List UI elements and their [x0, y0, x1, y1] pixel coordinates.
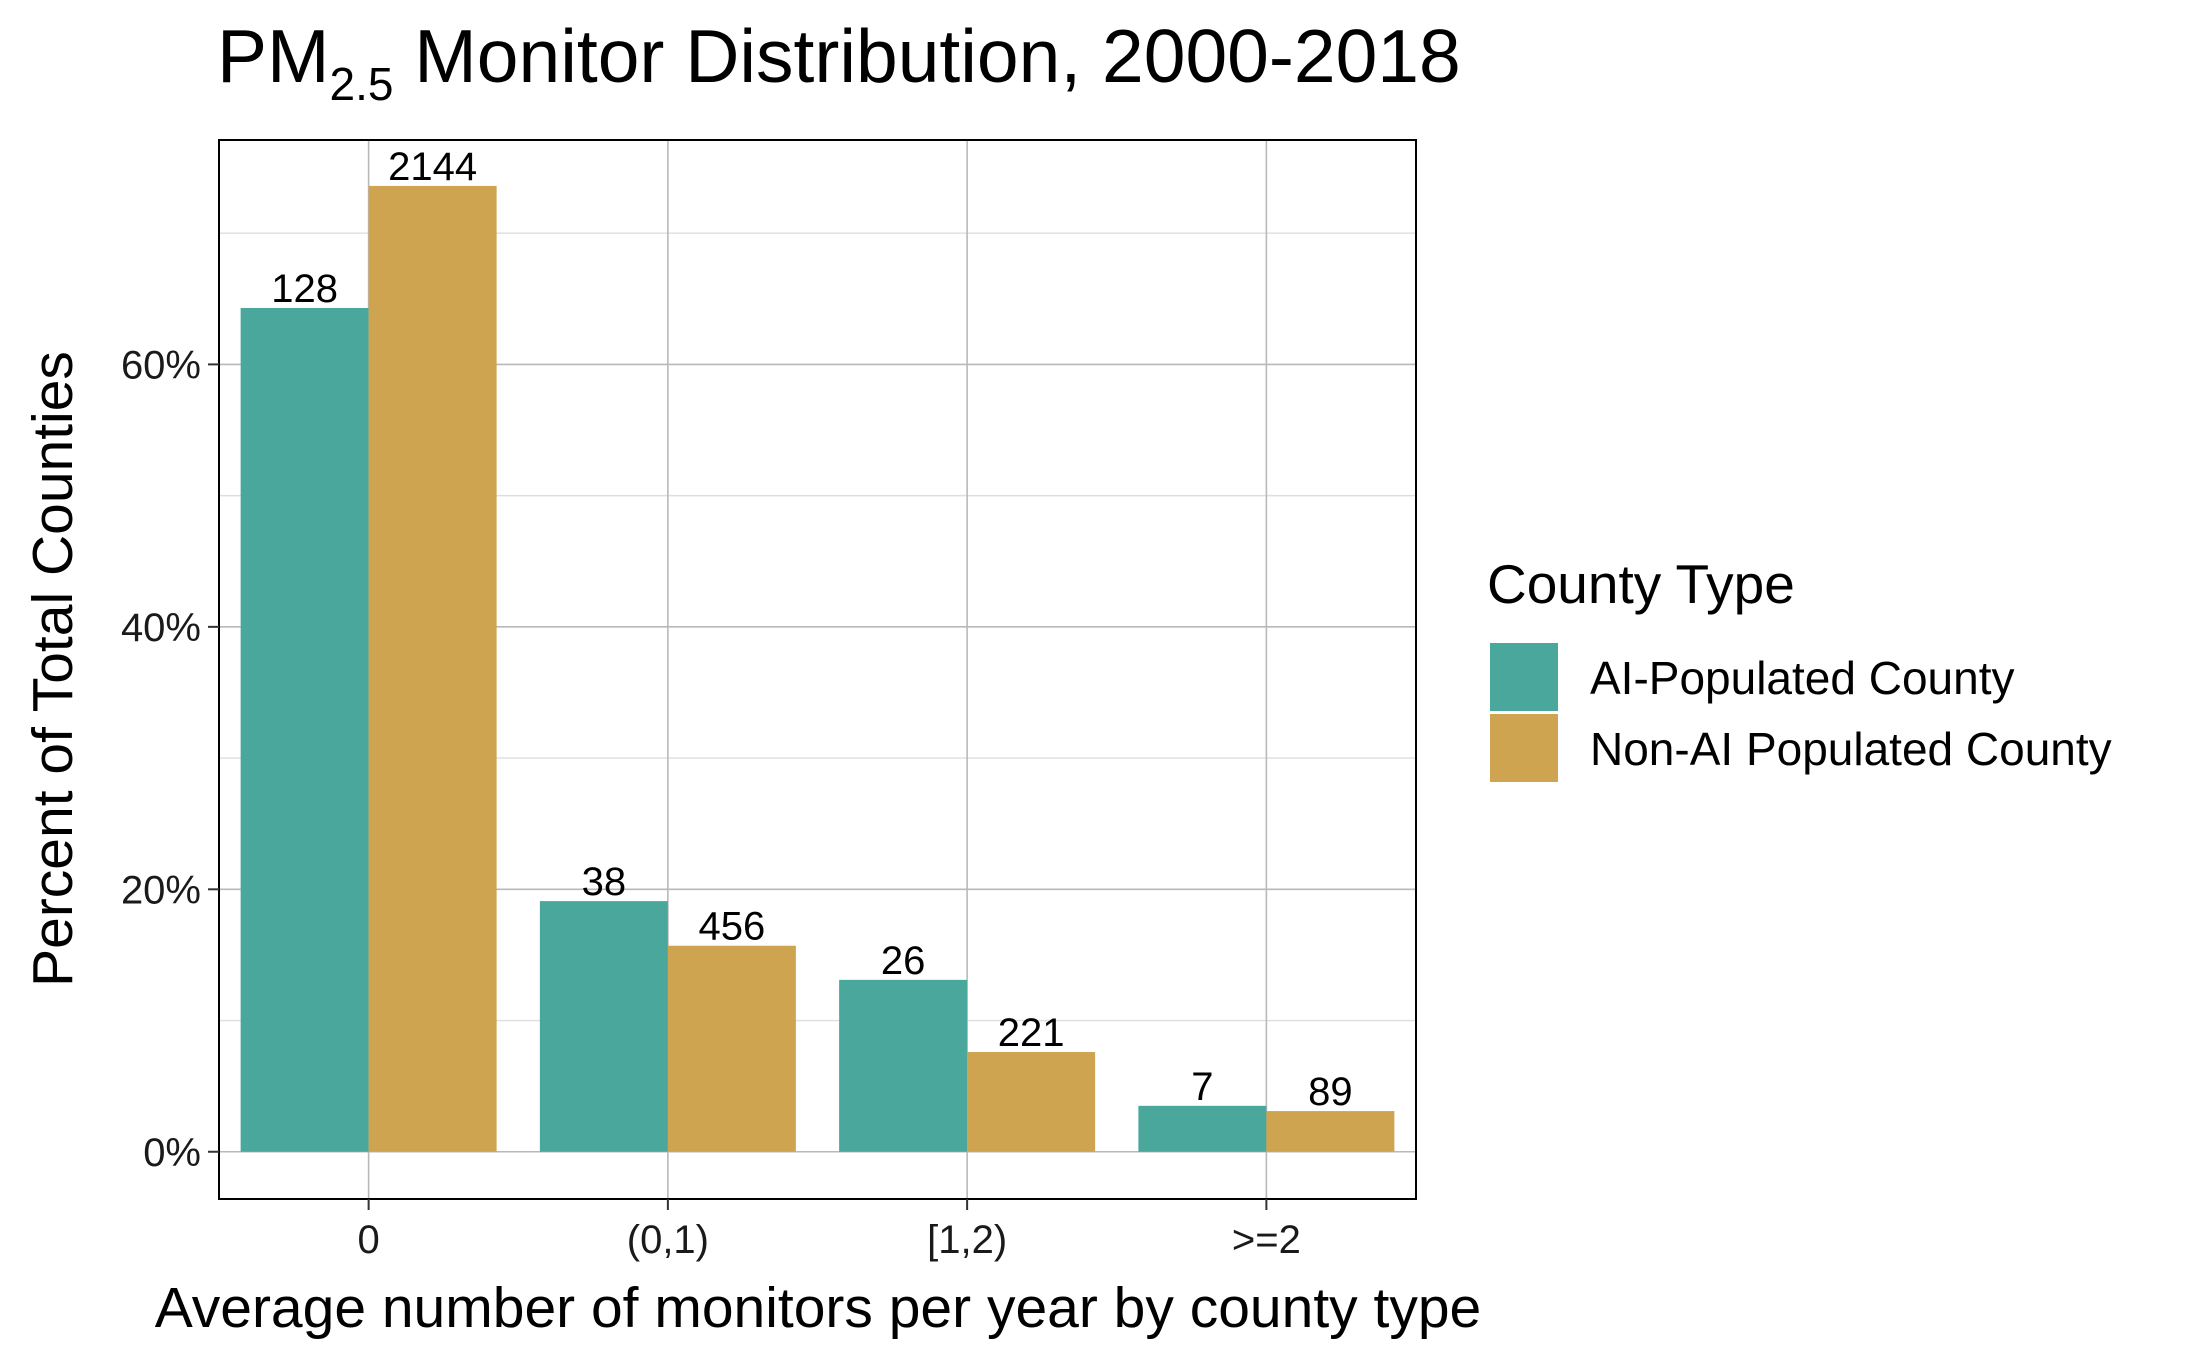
legend: County Type AI-Populated County Non-AI P… — [1487, 553, 2112, 782]
x-tick-label: >=2 — [1232, 1218, 1301, 1262]
bar-label: 38 — [582, 860, 627, 904]
chart-title-main: PM — [217, 14, 330, 98]
y-axis-title: Percent of Total Counties — [21, 351, 85, 987]
bar-ai-populated-3 — [1138, 1105, 1267, 1152]
bar-label: 7 — [1191, 1065, 1213, 1109]
bar-label: 221 — [998, 1011, 1065, 1055]
x-tick-label: 0 — [358, 1218, 380, 1262]
y-tick-label: 20% — [121, 868, 201, 912]
legend-swatch-non-ai-populated — [1490, 714, 1558, 782]
bar-label: 456 — [699, 905, 766, 949]
bar-non-ai-populated-1 — [667, 945, 796, 1152]
x-axis: 0 (0,1) [1,2) >=2 — [358, 1199, 1301, 1262]
y-tick-label: 0% — [143, 1131, 201, 1175]
bar-label: 26 — [881, 939, 926, 983]
x-axis-title: Average number of monitors per year by c… — [155, 1276, 1481, 1340]
bar-non-ai-populated-2 — [967, 1052, 1096, 1152]
legend-label-ai-populated: AI-Populated County — [1590, 652, 2015, 704]
bar-label: 89 — [1308, 1070, 1353, 1114]
legend-swatch-ai-populated — [1490, 643, 1558, 711]
bar-ai-populated-1 — [539, 901, 668, 1152]
bar-label: 2144 — [388, 145, 477, 189]
chart-title-subscript: 2.5 — [330, 58, 394, 110]
y-tick-label: 40% — [121, 606, 201, 650]
plot-border — [218, 139, 1417, 1200]
bar-non-ai-populated-0 — [368, 185, 497, 1152]
y-axis: 0% 20% 40% 60% — [121, 343, 219, 1175]
bar-non-ai-populated-3 — [1266, 1111, 1395, 1152]
bars — [240, 185, 1395, 1152]
legend-title: County Type — [1487, 553, 1795, 615]
bar-ai-populated-0 — [240, 307, 369, 1152]
bar-ai-populated-2 — [839, 979, 968, 1152]
x-tick-label: (0,1) — [627, 1218, 709, 1262]
x-tick-label: [1,2) — [927, 1218, 1007, 1262]
bar-labels: 128 2144 38 456 26 221 7 89 — [271, 145, 1352, 1114]
y-tick-label: 60% — [121, 343, 201, 387]
chart-title: PM2.5 Monitor Distribution, 2000-2018 — [217, 14, 1461, 110]
legend-label-non-ai-populated: Non-AI Populated County — [1590, 723, 2112, 775]
bar-label: 128 — [271, 267, 338, 311]
chart-title-rest: Monitor Distribution, 2000-2018 — [393, 14, 1460, 98]
